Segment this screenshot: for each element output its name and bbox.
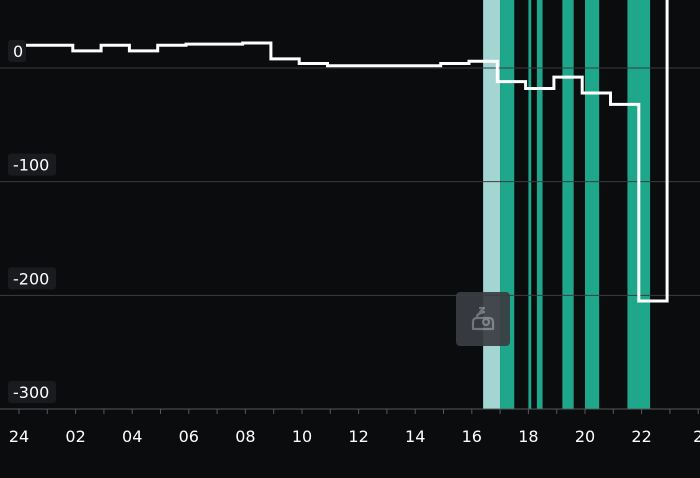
activity-band-3 — [536, 0, 543, 409]
x-tick-label: 02 — [65, 427, 85, 446]
y-tick-label: -100 — [13, 156, 49, 175]
x-tick-label: 20 — [575, 427, 595, 446]
x-tick-label: 12 — [348, 427, 368, 446]
sleep-icon-button[interactable] — [456, 292, 510, 346]
activity-band-4 — [562, 0, 574, 409]
x-tick-label: 10 — [292, 427, 312, 446]
y-tick-label-bg — [8, 153, 56, 176]
x-tick-label: 14 — [405, 427, 425, 446]
y-axis-ticks: 0 -100 -200 -300 — [8, 40, 56, 404]
series-layer — [19, 0, 669, 303]
y-tick-label: -300 — [13, 383, 49, 402]
x-tick-label: 04 — [122, 427, 142, 446]
sleep-icon — [471, 306, 495, 331]
series-line-0 — [19, 0, 669, 303]
y-tick-label-bg — [8, 40, 26, 62]
y-tick-label: 0 — [13, 42, 23, 61]
y-tick-label-bg — [8, 267, 56, 290]
y-tick-label-bg — [8, 381, 56, 404]
x-tick-label: 22 — [631, 427, 651, 446]
activity-bands — [483, 0, 651, 409]
x-tick-label: 18 — [518, 427, 538, 446]
x-tick-label: 24 — [9, 427, 29, 446]
activity-band-1 — [500, 0, 515, 409]
activity-band-5 — [585, 0, 600, 409]
x-tick-label: 06 — [179, 427, 199, 446]
x-tick-label: 2 — [693, 427, 700, 446]
x-tick-label: 16 — [462, 427, 482, 446]
x-tick-label: 08 — [235, 427, 255, 446]
x-axis: 24 02 04 06 08 10 12 14 16 18 20 22 2 — [0, 408, 700, 446]
activity-band-2 — [528, 0, 532, 409]
y-tick-label: -200 — [13, 269, 49, 288]
